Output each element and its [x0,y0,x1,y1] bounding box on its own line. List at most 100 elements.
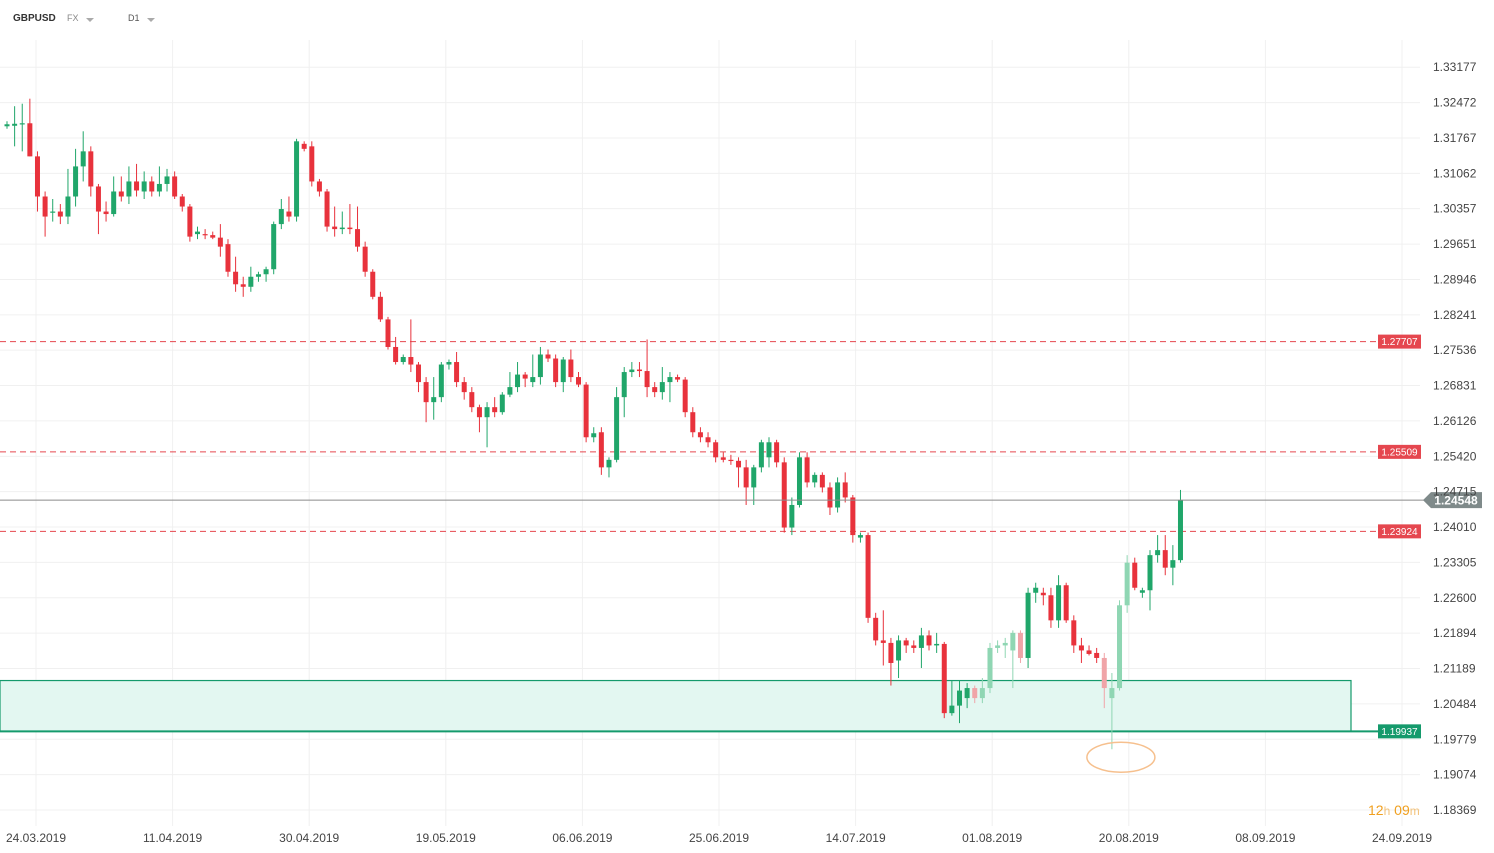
candle-body [850,497,856,536]
candlestick-series [4,98,1183,750]
candle-body [27,123,33,157]
symbol-selector[interactable]: GBPUSD [13,13,56,24]
candle-body [4,124,10,127]
candle [713,439,719,463]
candle [781,457,787,533]
candle [888,637,894,686]
level-tag-label: 1.27707 [1381,337,1418,348]
candle-body [591,433,597,438]
candle-body [156,183,162,192]
candle-body [987,647,993,689]
candle [309,141,315,187]
candle-body [499,394,505,413]
candle-body [568,359,574,378]
candle-body [469,392,475,408]
candle [415,362,421,393]
candle-body [598,432,604,468]
chart-overlays: 1.24548 [0,492,1482,774]
candle-body [705,437,711,443]
candle-body [537,354,543,378]
candle-body [492,407,498,413]
timeframe-selector[interactable]: D1 [128,13,140,23]
candle-body [659,382,665,393]
candle [1071,615,1077,653]
candle-body [233,271,239,285]
candle [233,256,239,292]
candle-body [530,377,536,383]
candle [926,630,932,651]
candle [591,427,597,443]
market-dropdown-icon[interactable] [86,18,94,22]
candle-body [995,645,1001,648]
candle-body [19,123,25,125]
candle [400,354,406,365]
candle-body [103,211,109,215]
countdown-hours-unit: h [1383,804,1391,818]
date-tick-label: 08.09.2019 [1235,831,1295,845]
candle [156,166,162,197]
candle [827,482,833,516]
candle [95,183,101,235]
candle [499,392,505,415]
date-tick-label: 01.08.2019 [962,831,1022,845]
price-tick-label: 1.32472 [1433,96,1477,110]
candle [1117,600,1123,691]
price-axis: 1.33177 1.32472 1.31767 1.31062 1.30357 1.296… [1433,60,1477,817]
candle-body [263,269,269,275]
candle-body [240,284,246,287]
price-tick-label: 1.21189 [1433,662,1476,676]
candle [248,266,254,292]
candle [835,477,841,513]
candle [88,146,94,197]
candle-body [400,357,406,363]
candle [1086,645,1092,656]
candle [949,680,955,716]
candle [1078,637,1084,663]
candle-body [355,229,361,247]
candle [873,612,879,646]
price-tick-label: 1.25420 [1433,449,1477,463]
candle [446,359,452,370]
candle [347,204,353,235]
candle-body [347,227,353,230]
candle-body [614,397,620,460]
candle [377,291,383,322]
candle [103,201,109,222]
candle-body [690,412,696,433]
candle-body [1124,562,1130,606]
candle [50,199,56,222]
candle-body [1109,688,1115,699]
candle-body [713,442,719,458]
candle-body [42,196,48,217]
timeframe-dropdown-icon[interactable] [147,18,155,22]
candle [1094,647,1100,663]
price-tick-label: 1.30357 [1433,202,1477,216]
candle [736,457,742,488]
candle-body [789,504,795,528]
candle [796,452,802,508]
candle-body [149,181,155,192]
candle [27,98,33,157]
candle-body [1117,605,1123,689]
candle-body [1040,592,1046,596]
candle [126,166,132,205]
candle-body [80,151,86,167]
candle-body [545,354,551,359]
candle [690,407,696,438]
candle-body [187,206,193,237]
candle-body [629,369,635,373]
candle [271,221,277,275]
market-selector[interactable]: FX [67,13,79,23]
candle [438,362,444,403]
candle [636,362,642,378]
date-tick-label: 30.04.2019 [279,831,339,845]
candle [705,432,711,448]
candle-body [576,377,581,385]
candle [918,627,924,668]
candle [880,610,886,666]
candle-body [682,379,688,413]
candle-body [65,196,71,217]
candle-body [210,235,216,238]
candle-body [796,457,802,505]
